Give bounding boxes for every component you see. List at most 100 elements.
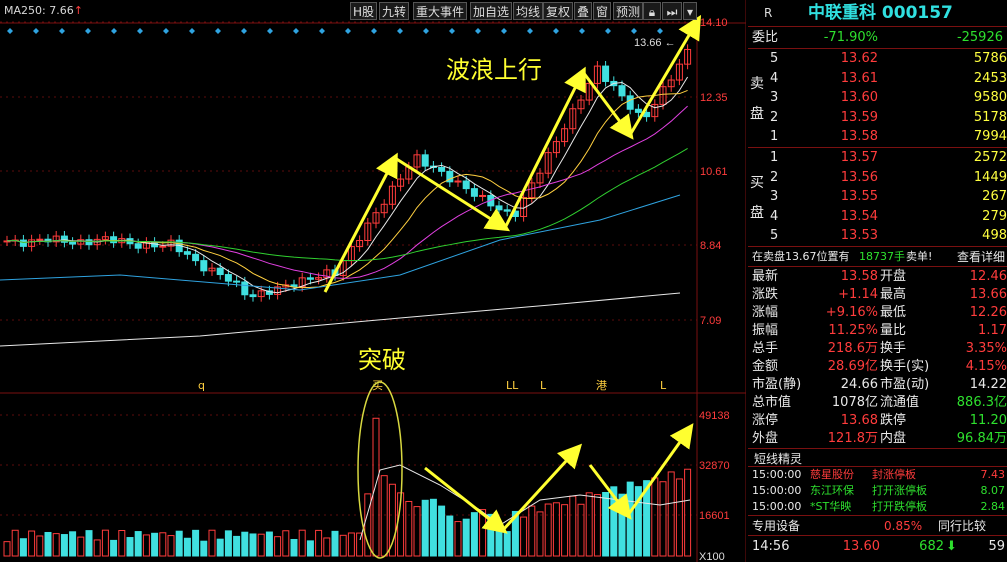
event-marker: L [660, 379, 667, 392]
volume-bar [306, 540, 314, 557]
ask-row[interactable]: 1 13.58 7994 [748, 128, 1007, 146]
bid-volume: 2572 [973, 150, 1007, 165]
candle-body [69, 241, 77, 245]
ask-row[interactable]: 2 13.59 5178 [748, 109, 1007, 127]
volume-bar [19, 538, 27, 557]
event-diamond-icon [293, 28, 299, 34]
ask-price: 13.61 [840, 70, 878, 86]
toolbar-hshare-button[interactable]: H股 [350, 2, 378, 20]
vol-arrow-down-1 [424, 466, 508, 534]
stat-row: 总手 218.6万 换手 3.35% [752, 341, 1007, 356]
volume-bar [192, 529, 200, 557]
volume-bar [602, 492, 610, 557]
candle-body [60, 235, 68, 243]
candle-body [315, 277, 323, 280]
toolbar-window-button[interactable]: 窗 [593, 2, 612, 20]
stat-row: 最新 13.58 开盘 12.46 [752, 269, 1007, 284]
chart-canvas[interactable]: 14.10 12.35 10.61 8.84 7.09 49138 32870 16601 X1… [0, 0, 746, 562]
industry-tab[interactable]: 专用设备 [752, 519, 801, 533]
volume-bar [528, 505, 536, 557]
level: 4 [770, 208, 779, 224]
dropdown-icon[interactable]: ▾ [683, 2, 697, 20]
candle-body [503, 209, 511, 212]
skip-forward-icon[interactable]: ⏭︎ [662, 2, 682, 20]
event-diamond-icon [657, 28, 663, 34]
volume-bar [142, 534, 150, 557]
event-diamond-icon [423, 28, 429, 34]
stat-row: 总市值 1078亿 流通值 886.3亿 [752, 395, 1007, 410]
volume-bar [208, 529, 216, 557]
industry-row: 专用设备 0.85% 同行比较 [748, 517, 1007, 535]
bid-row[interactable]: 5 13.53 498 [748, 227, 1007, 245]
toolbar-forecast-button[interactable]: 预测 [613, 2, 644, 20]
bid-volume: 279 [982, 208, 1007, 224]
divider [748, 448, 1007, 449]
wave-arrow-up-2 [503, 66, 586, 229]
volume-bar [28, 530, 36, 557]
lock-icon[interactable]: 🔒︎ [643, 2, 661, 20]
volume-bar [643, 480, 651, 557]
level: 2 [770, 109, 779, 125]
short-line-item[interactable]: 15:00:00 慈星股份 封涨停板 7.43 [752, 468, 1005, 481]
ask-price: 13.58 [840, 129, 878, 144]
bid-row[interactable]: 1 13.57 2572 [748, 149, 1007, 167]
view-details-link[interactable]: 查看详细 [956, 250, 1005, 264]
ask-row[interactable]: 5 13.62 5786 [748, 50, 1007, 68]
candle-body [159, 245, 167, 248]
bid-price: 13.57 [840, 150, 878, 165]
bid-price: 13.54 [840, 208, 878, 224]
wave-annotation: 波浪上行 [446, 56, 542, 84]
candle-body [28, 239, 36, 247]
ask-row[interactable]: 4 13.61 2453 [748, 70, 1007, 88]
candle-body [364, 222, 372, 241]
ask-row[interactable]: 3 13.60 9580 [748, 89, 1007, 107]
level: 5 [770, 51, 779, 66]
tick-row: 14:56 13.60 682 ⬇ 59 [752, 539, 1005, 554]
volume-bar [167, 535, 175, 557]
event-diamond-icon [319, 28, 325, 34]
ma10-line [6, 89, 688, 289]
short-line-item[interactable]: 15:00:00 *ST华映 打开跌停板 2.84 [752, 500, 1005, 513]
volume-bar [151, 532, 159, 557]
volume-bar [224, 530, 232, 557]
bid-row[interactable]: 4 13.54 279 [748, 208, 1007, 226]
bid-row[interactable]: 2 13.56 1449 [748, 169, 1007, 187]
toolbar-adjust-button[interactable]: 复权 [543, 2, 574, 20]
bid-price: 13.53 [840, 228, 878, 243]
volume-bar [429, 498, 437, 557]
kline-chart[interactable]: 14.10 12.35 10.61 8.84 7.09 49138 32870 16601 X1… [0, 0, 746, 562]
candle-body [479, 194, 487, 197]
volume-bar [274, 536, 282, 557]
volume-bar [380, 475, 388, 557]
event-marker: LL [506, 379, 519, 392]
toolbar-jiuzhuan-button[interactable]: 九转 [379, 2, 410, 20]
candle-body [528, 182, 536, 199]
volume-bar [110, 539, 118, 557]
level: 4 [770, 70, 779, 86]
volume-bar [634, 486, 642, 557]
event-marker: 港 [596, 379, 607, 392]
toolbar-events-button[interactable]: 重大事件 [413, 2, 468, 20]
toolbar-ma-button[interactable]: 均线 [513, 2, 544, 20]
volume-tick-label: 16601 [699, 510, 730, 522]
volume-bar [60, 534, 68, 557]
toolbar-add-watchlist-button[interactable]: 加自选 [470, 2, 513, 20]
candle-body [454, 180, 462, 183]
volume-bar [265, 531, 273, 557]
stat-row: 涨跌 +1.14 最高 13.66 [752, 287, 1007, 302]
short-line-item[interactable]: 15:00:00 东江环保 打开涨停板 8.07 [752, 484, 1005, 497]
bid-row[interactable]: 3 13.55 267 [748, 188, 1007, 206]
candle-body [306, 277, 314, 280]
volume-bar [339, 534, 347, 557]
peer-compare-tab[interactable]: 同行比较 [938, 519, 987, 533]
short-line-header[interactable]: 短线精灵 [754, 452, 803, 466]
bid-volume: 1449 [973, 169, 1007, 185]
candle-body [290, 284, 298, 288]
weibi-label: 委比 [752, 30, 779, 45]
stat-row: 外盘 121.8万 内盘 96.84万 [752, 431, 1007, 446]
price-tick-label: 8.84 [700, 240, 721, 252]
toolbar-overlay-button[interactable]: 叠 [574, 2, 593, 20]
sell-order-notice[interactable]: 在卖盘13.67位置有 18737手 卖单! 查看详细 [752, 250, 1005, 264]
candle-body [585, 82, 593, 101]
candle-body [634, 108, 642, 113]
